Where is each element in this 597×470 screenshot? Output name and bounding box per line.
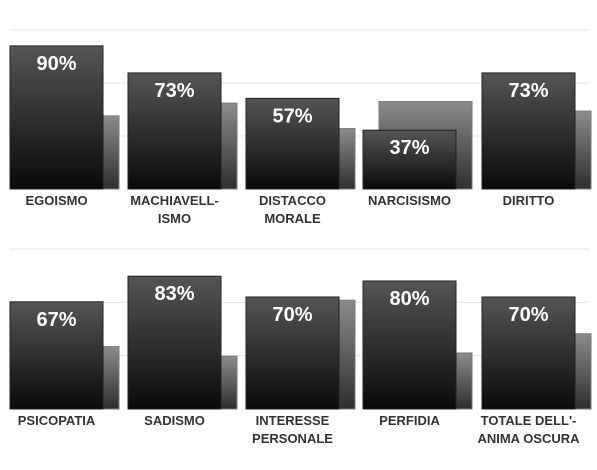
value-label: 80%: [389, 288, 429, 310]
category-line: ANIMA OSCURA: [477, 431, 580, 446]
category-line: MACHIAVELL-: [130, 193, 219, 208]
category-line: PSICOPATIA: [18, 413, 96, 428]
bar: [362, 280, 457, 410]
value-label: 90%: [36, 53, 76, 75]
category-line: SADISMO: [144, 413, 205, 428]
category-label: SADISMO: [144, 413, 205, 428]
category-line: INTERESSE: [256, 413, 330, 428]
category-line: ISMO: [158, 211, 191, 226]
category-label: PERFIDIA: [379, 413, 440, 428]
category-line: PERFIDIA: [379, 413, 440, 428]
category-line: EGOISMO: [25, 193, 87, 208]
category-line: TOTALE DELL'-: [481, 413, 577, 428]
bar: [362, 129, 457, 190]
bar: [245, 97, 340, 190]
category-line: NARCISISMO: [368, 193, 451, 208]
category-label: NARCISISMO: [368, 193, 451, 208]
category-label: TOTALE DELL'- ANIMA OSCURA: [477, 413, 580, 446]
category-label: DISTACCO MORALE: [259, 193, 326, 226]
category-label: DIRITTO: [503, 193, 555, 208]
category-line: MORALE: [264, 211, 321, 226]
bar: [481, 296, 576, 410]
category-line: DISTACCO: [259, 193, 326, 208]
category-line: PERSONALE: [252, 431, 333, 446]
bar: [245, 296, 340, 410]
value-label: 70%: [272, 304, 312, 326]
category-label: PSICOPATIA: [18, 413, 96, 428]
value-label: 73%: [154, 80, 194, 102]
category-label: MACHIAVELL- ISMO: [130, 193, 219, 226]
category-label: INTERESSE PERSONALE: [252, 413, 333, 446]
bar: [127, 275, 222, 410]
value-label: 67%: [36, 309, 76, 331]
category-line: DIRITTO: [503, 193, 555, 208]
value-label: 73%: [508, 80, 548, 102]
value-label: 83%: [154, 283, 194, 305]
value-label: 37%: [389, 137, 429, 159]
value-label: 57%: [272, 105, 312, 127]
bar: [9, 45, 104, 190]
bar: [481, 72, 576, 190]
bar: [9, 301, 104, 410]
bar: [127, 72, 222, 190]
value-label: 70%: [508, 304, 548, 326]
category-label: EGOISMO: [25, 193, 87, 208]
